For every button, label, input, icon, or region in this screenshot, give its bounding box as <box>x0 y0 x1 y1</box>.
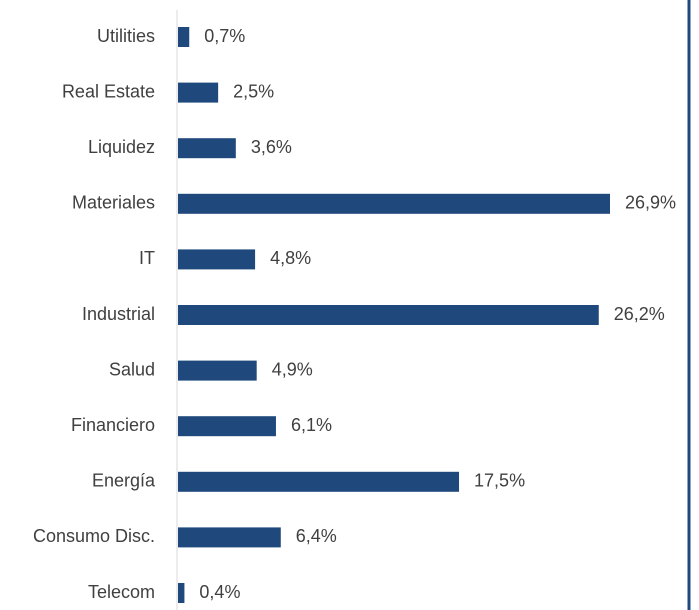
category-label: Materiales <box>72 193 155 213</box>
data-label: 2,5% <box>233 81 274 101</box>
category-label: Industrial <box>82 304 155 324</box>
bar <box>178 249 256 270</box>
bar <box>178 27 190 47</box>
data-label: 4,9% <box>272 359 313 379</box>
bar <box>178 471 460 492</box>
category-label: Real Estate <box>62 81 155 101</box>
bar <box>178 583 185 603</box>
data-label: 3,6% <box>251 137 292 157</box>
category-label: Utilities <box>97 26 155 46</box>
bar <box>178 360 257 381</box>
category-label: Salud <box>109 359 155 379</box>
data-label: 17,5% <box>474 471 525 491</box>
bar <box>178 305 599 325</box>
bar <box>178 416 276 437</box>
data-label: 4,8% <box>270 248 311 268</box>
category-label: Energía <box>92 471 156 491</box>
bar <box>178 193 610 214</box>
data-label: 6,4% <box>296 526 337 546</box>
category-label: Financiero <box>71 415 155 435</box>
bar <box>178 527 281 548</box>
bar <box>178 82 219 103</box>
bar <box>178 138 236 159</box>
data-label: 6,1% <box>291 415 332 435</box>
category-label: Telecom <box>88 582 155 602</box>
data-label: 0,7% <box>204 26 245 46</box>
data-label: 26,9% <box>625 193 676 213</box>
data-label: 26,2% <box>614 304 665 324</box>
category-label: IT <box>139 248 155 268</box>
category-label: Liquidez <box>88 137 155 157</box>
data-label: 0,4% <box>199 582 240 602</box>
category-label: Consumo Disc. <box>33 526 155 546</box>
